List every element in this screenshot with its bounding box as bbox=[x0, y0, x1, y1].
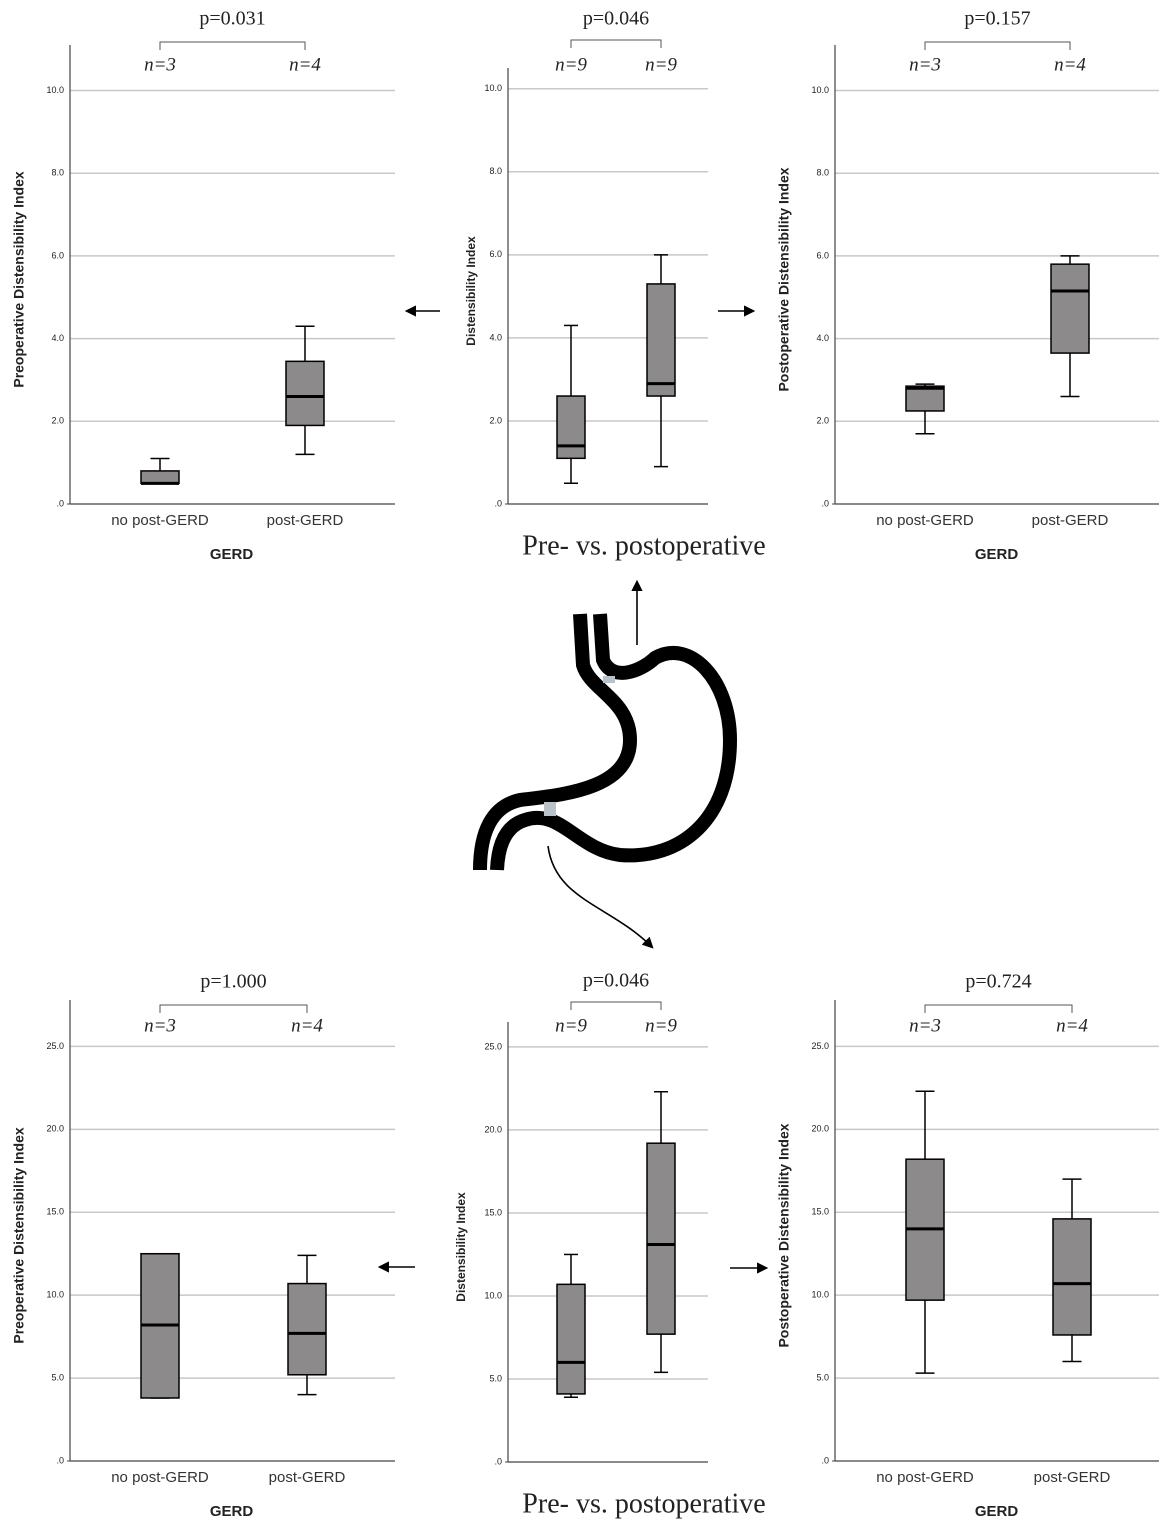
n-label: n=4 bbox=[1054, 54, 1086, 75]
x-axis-label: GERD bbox=[975, 546, 1019, 563]
n-label: n=3 bbox=[909, 54, 941, 75]
x-tick-label: no post-GERD bbox=[111, 512, 209, 529]
box bbox=[141, 471, 179, 483]
chart: .0 2.0 4.0 6.0 8.0 10.0 no post-GERD n=3 post-GE… bbox=[11, 8, 395, 563]
y-tick-label: 5.0 bbox=[51, 1372, 64, 1382]
x-axis-label: GERD bbox=[210, 546, 254, 563]
n-label: n=9 bbox=[645, 1015, 677, 1036]
y-tick-label: 10.0 bbox=[484, 1290, 502, 1300]
x-tick-label: post-GERD bbox=[1032, 512, 1109, 529]
chart: .0 2.0 4.0 6.0 8.0 10.0 no post-GERD n=3 post-GE… bbox=[776, 8, 1159, 563]
y-tick-label: 10.0 bbox=[46, 1290, 64, 1300]
x-tick-label: post-GERD bbox=[269, 1469, 346, 1486]
y-tick-label: 2.0 bbox=[51, 416, 64, 426]
significance-bracket bbox=[571, 1002, 661, 1010]
y-tick-label: 2.0 bbox=[489, 415, 502, 425]
y-axis-label: Preoperative Distensibility Index bbox=[11, 1127, 27, 1344]
y-tick-label: 5.0 bbox=[816, 1372, 829, 1382]
box bbox=[647, 284, 675, 396]
box bbox=[1051, 264, 1089, 353]
chart: .0 5.0 10.0 15.0 20.0 25.0 no post-GERD n=3 post… bbox=[776, 971, 1159, 1520]
y-tick-label: 10.0 bbox=[484, 83, 502, 93]
chart: .0 5.0 10.0 15.0 20.0 25.0 n=9 n=9 p=0.046 Disten… bbox=[454, 970, 766, 1520]
box bbox=[557, 396, 585, 458]
y-tick-label: 20.0 bbox=[811, 1124, 829, 1134]
y-axis-label: Postoperative Distensibility Index bbox=[776, 1123, 792, 1347]
n-label: n=4 bbox=[291, 1015, 323, 1036]
n-label: n=3 bbox=[909, 1015, 941, 1036]
chart: .0 2.0 4.0 6.0 8.0 10.0 n=9 n=9 p=0.046 Distensib… bbox=[464, 8, 766, 562]
n-label: n=9 bbox=[645, 54, 677, 75]
x-axis-label: Pre- vs. postoperative bbox=[522, 1488, 765, 1519]
y-tick-label: .0 bbox=[494, 1456, 502, 1466]
y-axis-label: Postoperative Distensibility Index bbox=[776, 167, 792, 391]
p-value: p=0.046 bbox=[583, 970, 649, 992]
box bbox=[906, 386, 944, 411]
y-tick-label: 5.0 bbox=[489, 1373, 502, 1383]
y-tick-label: 15.0 bbox=[46, 1207, 64, 1217]
box bbox=[1053, 1219, 1091, 1335]
x-axis-label: GERD bbox=[210, 1503, 254, 1520]
y-tick-label: .0 bbox=[56, 1455, 64, 1465]
p-value: p=1.000 bbox=[200, 971, 266, 993]
n-label: n=4 bbox=[1056, 1015, 1088, 1036]
figure: .0 2.0 4.0 6.0 8.0 10.0 no post-GERD n=3 post-GE… bbox=[0, 0, 1159, 1525]
y-tick-label: .0 bbox=[821, 498, 829, 508]
n-label: n=4 bbox=[289, 54, 321, 75]
significance-bracket bbox=[160, 42, 305, 50]
y-tick-label: 8.0 bbox=[489, 166, 502, 176]
y-axis-label: Preoperative Distensibility Index bbox=[11, 171, 27, 388]
n-label: n=9 bbox=[555, 54, 587, 75]
x-tick-label: post-GERD bbox=[1034, 1469, 1111, 1486]
y-tick-label: 2.0 bbox=[816, 416, 829, 426]
p-value: p=0.157 bbox=[964, 8, 1030, 30]
y-tick-label: .0 bbox=[56, 498, 64, 508]
p-value: p=0.724 bbox=[965, 971, 1031, 993]
significance-bracket bbox=[925, 1005, 1072, 1013]
y-tick-label: 25.0 bbox=[811, 1041, 829, 1051]
y-tick-label: 25.0 bbox=[46, 1041, 64, 1051]
box bbox=[647, 1143, 675, 1334]
y-tick-label: 10.0 bbox=[811, 85, 829, 95]
x-axis-label: Pre- vs. postoperative bbox=[522, 530, 765, 561]
significance-bracket bbox=[571, 40, 661, 48]
y-tick-label: 20.0 bbox=[484, 1124, 502, 1134]
box bbox=[288, 1284, 326, 1375]
x-tick-label: no post-GERD bbox=[876, 512, 974, 529]
y-tick-label: 6.0 bbox=[489, 249, 502, 259]
y-tick-label: .0 bbox=[494, 498, 502, 508]
y-tick-label: 8.0 bbox=[51, 168, 64, 178]
chart: .0 5.0 10.0 15.0 20.0 25.0 no post-GERD n=3 post… bbox=[11, 971, 395, 1520]
y-tick-label: 25.0 bbox=[484, 1041, 502, 1051]
significance-bracket bbox=[925, 42, 1070, 50]
box bbox=[557, 1284, 585, 1394]
x-axis-label: GERD bbox=[975, 1503, 1019, 1520]
y-axis-label: Distensibility Index bbox=[464, 236, 478, 346]
n-label: n=3 bbox=[144, 1015, 176, 1036]
y-tick-label: 15.0 bbox=[811, 1207, 829, 1217]
n-label: n=3 bbox=[144, 54, 176, 75]
y-tick-label: .0 bbox=[821, 1455, 829, 1465]
y-tick-label: 10.0 bbox=[811, 1290, 829, 1300]
x-tick-label: no post-GERD bbox=[876, 1469, 974, 1486]
y-tick-label: 10.0 bbox=[46, 85, 64, 95]
page: {"chart_data": [ {"type": "box", "title"… bbox=[0, 0, 1159, 1525]
y-tick-label: 6.0 bbox=[51, 250, 64, 260]
y-tick-label: 8.0 bbox=[816, 168, 829, 178]
x-tick-label: no post-GERD bbox=[111, 1469, 209, 1486]
stomach-illustration bbox=[480, 614, 730, 870]
p-value: p=0.046 bbox=[583, 8, 649, 30]
y-tick-label: 4.0 bbox=[51, 333, 64, 343]
y-tick-label: 15.0 bbox=[484, 1207, 502, 1217]
p-value: p=0.031 bbox=[199, 8, 265, 30]
box bbox=[286, 361, 324, 425]
y-tick-label: 20.0 bbox=[46, 1124, 64, 1134]
x-tick-label: post-GERD bbox=[267, 512, 344, 529]
y-tick-label: 4.0 bbox=[489, 332, 502, 342]
significance-bracket bbox=[160, 1005, 307, 1013]
y-tick-label: 6.0 bbox=[816, 250, 829, 260]
n-label: n=9 bbox=[555, 1015, 587, 1036]
y-tick-label: 4.0 bbox=[816, 333, 829, 343]
y-axis-label: Distensibility Index bbox=[454, 1192, 468, 1302]
